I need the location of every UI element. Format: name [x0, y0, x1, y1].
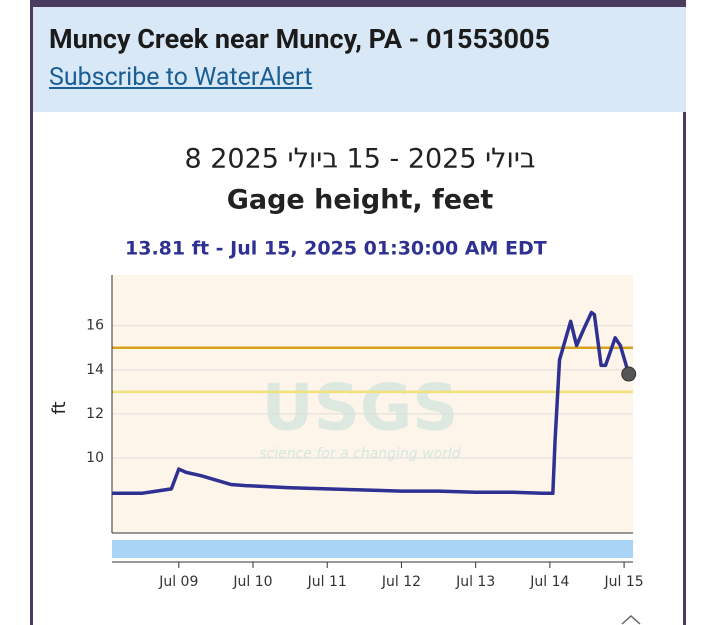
frame: [30, 0, 686, 625]
tooltip: 13.81 ft - Jul 15, 2025 01:30:00 AM EDT: [125, 238, 547, 260]
site-title: Muncy Creek near Muncy, PA - 01553005: [49, 23, 550, 55]
x-tick-label: Jul 15: [604, 574, 644, 590]
y-tick-label: 10: [86, 450, 104, 466]
x-tick-label: Jul 13: [455, 574, 495, 590]
x-tick-label: Jul 14: [529, 574, 569, 590]
y-tick-label: 14: [86, 362, 104, 378]
timeline-bar: [112, 540, 633, 558]
subscribe-link[interactable]: Subscribe to WaterAlert: [49, 63, 313, 92]
chart-title: ביולי 2025 - 15 ביולי 2025 8: [184, 144, 535, 175]
x-tick-label: Jul 10: [232, 574, 272, 590]
watermark-logo: USGS: [262, 372, 459, 446]
data-line: [112, 310, 631, 496]
x-tick-label: Jul 11: [307, 574, 347, 590]
y-tick-label: 16: [86, 318, 104, 334]
y-tick-label: 12: [86, 406, 104, 422]
x-tick-label: Jul 12: [381, 574, 421, 590]
watermark-tagline: science for a changing world: [259, 446, 461, 462]
x-tick-label: Jul 09: [158, 574, 198, 590]
y-axis-label: ft: [49, 401, 70, 414]
current-point: [621, 366, 637, 382]
chart-subtitle: Gage height, feet: [227, 185, 494, 216]
header: Muncy Creek near Muncy, PA - 01553005 Su…: [33, 7, 686, 112]
scroll-caret[interactable]: [621, 614, 641, 625]
